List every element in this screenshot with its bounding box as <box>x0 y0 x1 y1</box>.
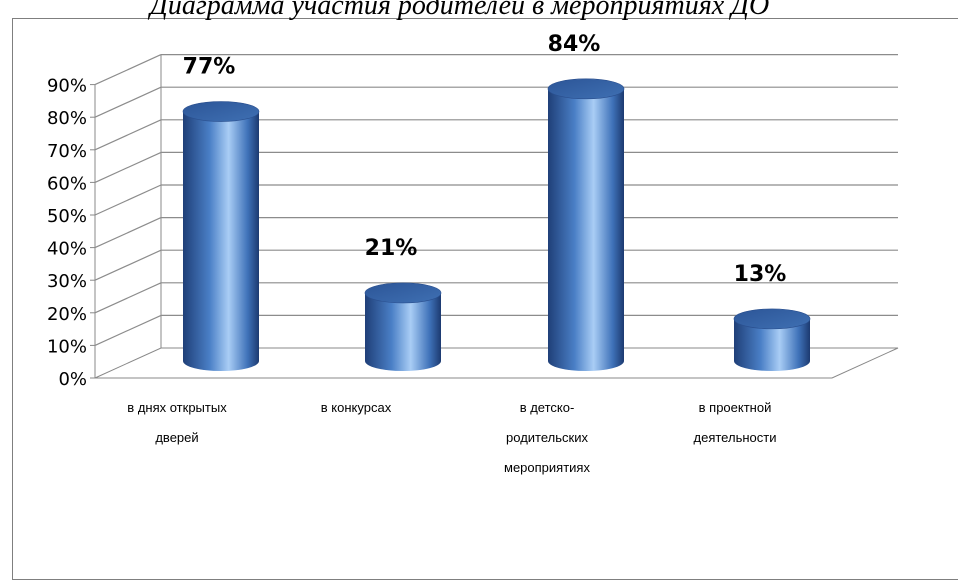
y-tick-label: 0% <box>58 369 87 390</box>
chart-frame <box>12 18 958 580</box>
gridline-side <box>94 184 162 216</box>
category-label: в днях открытых <box>127 400 227 415</box>
bar <box>364 282 442 371</box>
bar <box>733 308 811 371</box>
y-tick-label: 40% <box>47 239 87 260</box>
category-label: мероприятиях <box>504 460 590 475</box>
bar <box>547 78 625 371</box>
category-label: родительских <box>506 430 588 445</box>
bar-cap <box>182 101 260 122</box>
data-labels: 77% 21% 84% 13% <box>183 32 787 287</box>
bar-chart: 0% 10% 20% 30% 40% 50% 60% 70% 80% 90% 77% 21% 84% 1… <box>47 32 899 475</box>
bar-cap <box>547 78 625 100</box>
data-label: 13% <box>734 262 787 287</box>
bar-body <box>548 88 624 371</box>
gridlines <box>94 53 898 346</box>
chart-floor <box>94 347 899 379</box>
category-label: деятельности <box>694 430 777 445</box>
y-tick-label: 30% <box>47 271 87 292</box>
gridline-side <box>94 54 162 86</box>
chart-walls <box>94 54 899 379</box>
y-tick-label: 20% <box>47 304 87 325</box>
gridline-side <box>94 282 162 314</box>
y-tick-label: 60% <box>47 173 87 194</box>
category-labels: в днях открытых дверей в конкурсах в детско… <box>127 400 776 475</box>
data-label: 77% <box>183 55 236 80</box>
bar <box>182 101 260 372</box>
y-tick-label: 70% <box>47 141 87 162</box>
gridline-side <box>94 151 162 183</box>
chart-title: Диаграмма участия родителей в мероприяти… <box>150 0 770 21</box>
bar-body <box>183 111 259 372</box>
data-label: 21% <box>365 236 418 261</box>
bar-cap <box>733 308 811 330</box>
gridline-side <box>94 86 162 118</box>
gridline-side <box>94 249 162 281</box>
bar-body <box>734 318 810 371</box>
y-tick-label: 10% <box>47 336 87 357</box>
y-tick-label: 90% <box>47 76 87 97</box>
category-label: в проектной <box>699 400 772 415</box>
bar-cap <box>364 282 442 304</box>
y-axis-ticks: 0% 10% 20% 30% 40% 50% 60% 70% 80% 90% <box>47 76 95 390</box>
bars <box>182 78 811 372</box>
gridline-side <box>94 119 162 151</box>
data-label: 84% <box>548 32 601 57</box>
gridline-side <box>94 314 162 346</box>
bar-body <box>365 292 441 371</box>
y-tick-label: 50% <box>47 206 87 227</box>
gridline-side <box>94 217 162 249</box>
category-label: в детско- <box>520 400 575 415</box>
category-label: в конкурсах <box>321 400 392 415</box>
category-label: дверей <box>155 430 198 445</box>
y-tick-label: 80% <box>47 108 87 129</box>
